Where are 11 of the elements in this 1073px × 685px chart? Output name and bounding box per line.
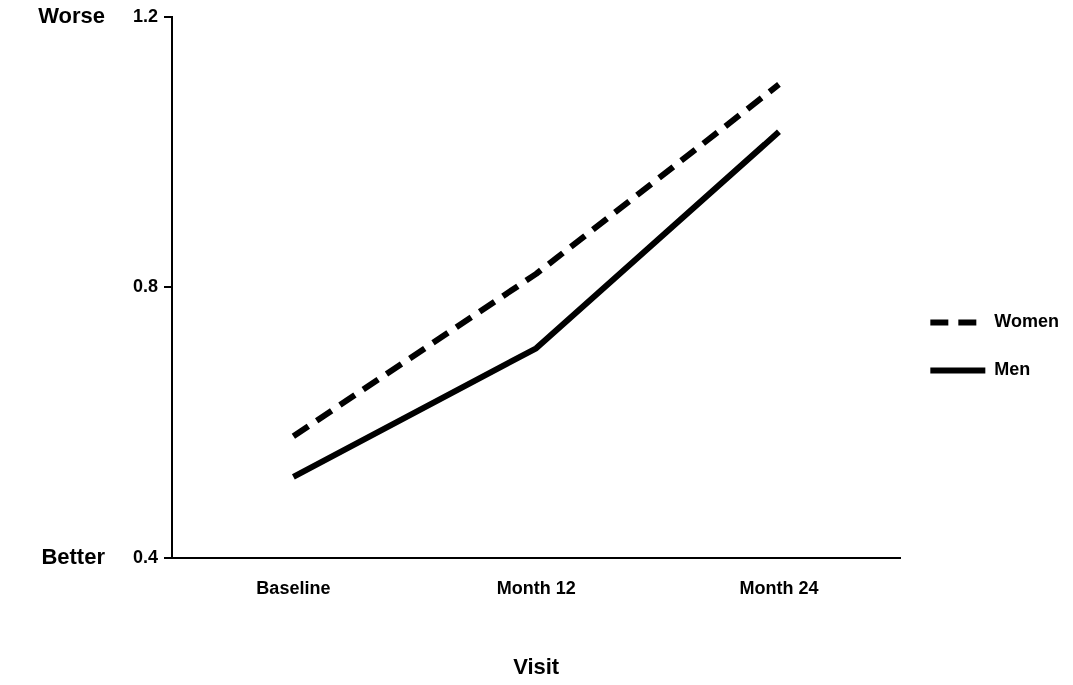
x-tick-label: Month 24 xyxy=(739,577,819,598)
text: Worse xyxy=(38,2,105,28)
y-tick-label: 1.2 xyxy=(132,5,158,26)
x-tick-label: Month 12 xyxy=(496,577,576,598)
text: Better xyxy=(41,544,106,570)
legend-label: Men xyxy=(994,359,1031,380)
y-tick-label: 0.8 xyxy=(132,276,158,297)
x-tick-label: Baseline xyxy=(256,577,331,598)
legend-label: Women xyxy=(994,311,1059,332)
y-tick-label: 0.4 xyxy=(132,546,158,567)
x-axis-title: Visit xyxy=(513,653,560,679)
